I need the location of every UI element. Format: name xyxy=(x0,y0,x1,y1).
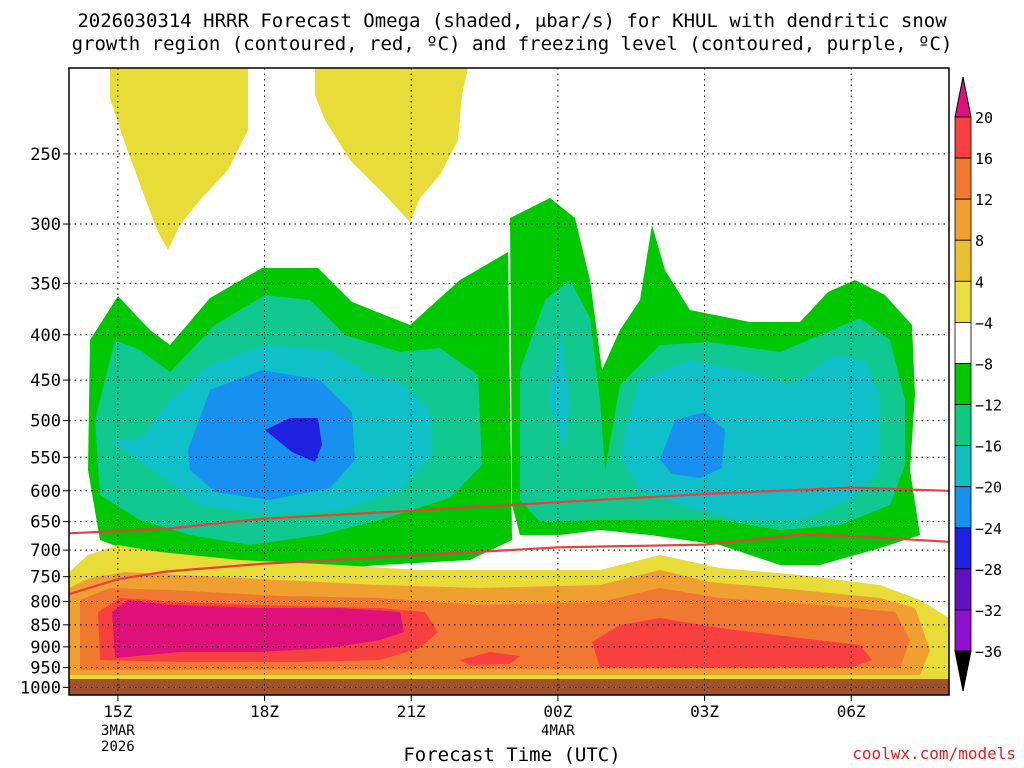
colorbar-swatch xyxy=(954,568,972,611)
colorbar-swatch xyxy=(954,363,972,405)
colorbar-label: −12 xyxy=(975,397,1002,415)
chart-subtitle: growth region (contoured, red, ºC) and f… xyxy=(71,33,953,55)
colorbar-swatch xyxy=(954,116,972,159)
omega-region-red-small xyxy=(460,652,520,665)
omega-shading xyxy=(69,68,949,695)
colorbar-label: 16 xyxy=(975,150,993,168)
dgz-line-lower xyxy=(69,533,949,596)
dgz-line-upper xyxy=(69,486,949,535)
colorbar-bottom-arrow xyxy=(954,650,972,692)
colorbar-swatch xyxy=(954,486,972,529)
y-tick-label: 600 xyxy=(30,482,61,502)
colorbar-swatch xyxy=(954,157,972,200)
y-tick-label: 900 xyxy=(30,638,61,658)
y-tick-label: 400 xyxy=(30,326,61,346)
y-tick-label: 1000 xyxy=(20,678,61,698)
colorbar-swatch xyxy=(954,609,972,652)
colorbar-label: −32 xyxy=(975,602,1002,620)
colorbar-swatch xyxy=(954,527,972,570)
colorbar-label: −28 xyxy=(975,561,1002,579)
x-tick-sublabel: 2026 xyxy=(101,739,135,755)
chart-title: 2026030314 HRRR Forecast Omega (shaded, … xyxy=(77,10,947,32)
colorbar-label: 4 xyxy=(975,273,984,291)
colorbar: 20 16 12 8 4 −4 −8 −12 −16 −20 −24 −28 −32 −36 xyxy=(954,76,1002,692)
y-tick-label: 850 xyxy=(30,616,61,636)
x-tick-label: 06Z xyxy=(837,702,866,721)
plot-frame xyxy=(68,67,950,696)
y-tick-label: 650 xyxy=(30,513,61,533)
y-tick-label: 450 xyxy=(30,371,61,391)
x-tick-sublabel: 3MAR xyxy=(101,723,135,739)
colorbar-swatch xyxy=(954,280,972,323)
colorbar-label: −8 xyxy=(975,355,993,373)
x-tick-label: 00Z xyxy=(543,702,572,721)
y-axis: 2503003504004505005506006507007508008509… xyxy=(20,145,69,698)
colorbar-label: 8 xyxy=(975,232,984,250)
y-tick-label: 300 xyxy=(30,215,61,235)
x-tick-sublabel: 4MAR xyxy=(541,723,575,739)
x-tick-label: 15Z xyxy=(103,702,132,721)
y-tick-label: 550 xyxy=(30,448,61,468)
omega-region-darkblue xyxy=(265,418,322,462)
x-tick-label: 03Z xyxy=(690,702,719,721)
y-tick-label: 250 xyxy=(30,145,61,165)
omega-region-upper-left xyxy=(110,68,248,250)
colorbar-label: 12 xyxy=(975,191,993,209)
colorbar-swatch xyxy=(954,239,972,282)
colorbar-label: −24 xyxy=(975,520,1002,538)
colorbar-top-arrow xyxy=(954,76,972,118)
x-axis-label: Forecast Time (UTC) xyxy=(403,744,621,766)
y-tick-label: 350 xyxy=(30,274,61,294)
colorbar-swatch xyxy=(954,198,972,241)
y-tick-label: 950 xyxy=(30,659,61,679)
x-tick-label: 18Z xyxy=(250,702,279,721)
omega-region-upper-right xyxy=(315,68,468,222)
credit-text: coolwx.com/models xyxy=(852,744,1016,763)
colorbar-label: 20 xyxy=(975,109,993,127)
x-tick-label: 21Z xyxy=(397,702,426,721)
colorbar-swatch xyxy=(954,321,972,364)
colorbar-swatch xyxy=(954,404,972,447)
colorbar-swatch xyxy=(954,445,972,488)
y-tick-label: 800 xyxy=(30,593,61,613)
omega-region-red-right xyxy=(592,618,872,668)
omega-region-blue-right xyxy=(660,412,725,478)
colorbar-label: −16 xyxy=(975,438,1002,456)
omega-region-pink xyxy=(112,600,404,658)
dgz-lines xyxy=(69,486,949,596)
omega-region-cyan-right xyxy=(548,330,570,450)
y-tick-label: 750 xyxy=(30,568,61,588)
colorbar-label: −20 xyxy=(975,479,1002,497)
omega-region-cyan-right-main xyxy=(622,355,880,520)
colorbar-label: −36 xyxy=(975,643,1002,661)
colorbar-label: −4 xyxy=(975,314,993,332)
y-tick-label: 500 xyxy=(30,412,61,432)
y-tick-label: 700 xyxy=(30,541,61,561)
